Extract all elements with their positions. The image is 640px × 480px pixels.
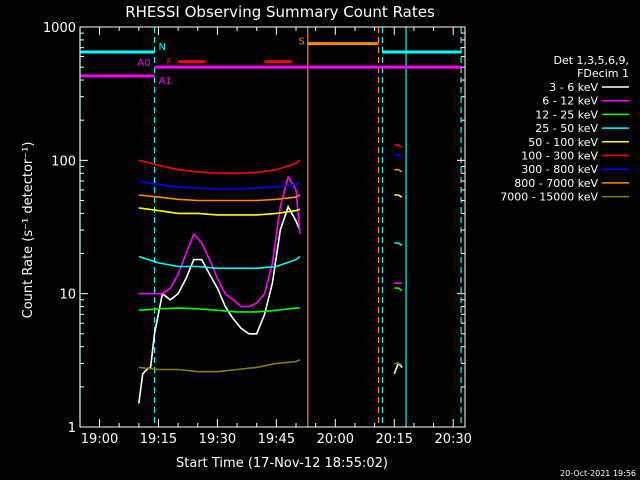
- x-tick-label-2: 19:30: [199, 432, 236, 447]
- flag-label-a1: A1: [159, 76, 172, 87]
- y-tick-label-3: 1000: [43, 21, 76, 36]
- series-line-0-0: [138, 204, 301, 404]
- series-line-8-0: [138, 358, 301, 373]
- legend-header-1: FDecim 1: [577, 67, 629, 80]
- legend-label-1: 6 - 12 keV: [542, 95, 598, 108]
- series-line-6-1: [394, 154, 403, 159]
- legend-label-0: 3 - 6 keV: [549, 81, 598, 94]
- series-line-1-0: [138, 174, 301, 308]
- x-tick-label-3: 19:45: [258, 432, 295, 447]
- x-tick-label-6: 20:30: [434, 432, 471, 447]
- series-line-5-1: [394, 144, 403, 149]
- x-tick-label-5: 20:15: [376, 432, 413, 447]
- x-tick-label-1: 19:15: [140, 432, 177, 447]
- y-tick-label-0: 1: [68, 421, 76, 436]
- plot-area: N S F A0 A1: [79, 27, 462, 427]
- footer-timestamp: 20-Oct-2021 19:56: [560, 469, 636, 478]
- series-line-2-1: [394, 287, 403, 292]
- y-axis-label: Count Rate (s⁻¹ detector⁻¹): [21, 142, 36, 319]
- chart-title: RHESSI Observing Summary Count Rates: [125, 3, 435, 21]
- legend-header-0: Det 1,3,5,6,9,: [553, 54, 629, 67]
- y-tick-label-1: 10: [59, 288, 76, 303]
- axes: 1 10 100 1000 19:00 19:15 19:30 19:45 20:00 20:15…: [43, 21, 472, 447]
- x-tick-label-4: 20:00: [317, 432, 354, 447]
- series-line-8-1: [394, 362, 403, 367]
- series-line-3-1: [394, 242, 403, 247]
- series-line-2-0: [138, 307, 300, 313]
- legend-label-7: 800 - 7000 keV: [514, 177, 598, 190]
- legend-label-6: 300 - 800 keV: [521, 163, 598, 176]
- legend-label-2: 12 - 25 keV: [535, 108, 598, 121]
- series-line-4-1: [394, 194, 403, 198]
- series-line-7-0: [138, 194, 301, 202]
- series-line-5-0: [138, 159, 301, 175]
- series-line-7-1: [394, 168, 403, 173]
- y-tick-label-2: 100: [51, 154, 76, 169]
- flag-label-f: F: [166, 58, 172, 69]
- x-axis-label: Start Time (17-Nov-12 18:55:02): [176, 456, 388, 471]
- flag-label-n: N: [159, 42, 166, 53]
- flag-label-a0: A0: [137, 58, 150, 69]
- plot-frame: [79, 26, 466, 428]
- legend-label-5: 100 - 300 keV: [521, 150, 598, 163]
- legend-label-3: 25 - 50 keV: [535, 122, 598, 135]
- series-line-3-0: [138, 255, 301, 270]
- flag-label-s: S: [298, 37, 304, 48]
- x-tick-label-0: 19:00: [81, 432, 118, 447]
- series-line-4-0: [138, 207, 301, 216]
- series-line-6-0: [138, 180, 301, 190]
- legend-label-8: 7000 - 15000 keV: [500, 191, 598, 204]
- legend-label-4: 50 - 100 keV: [528, 136, 598, 149]
